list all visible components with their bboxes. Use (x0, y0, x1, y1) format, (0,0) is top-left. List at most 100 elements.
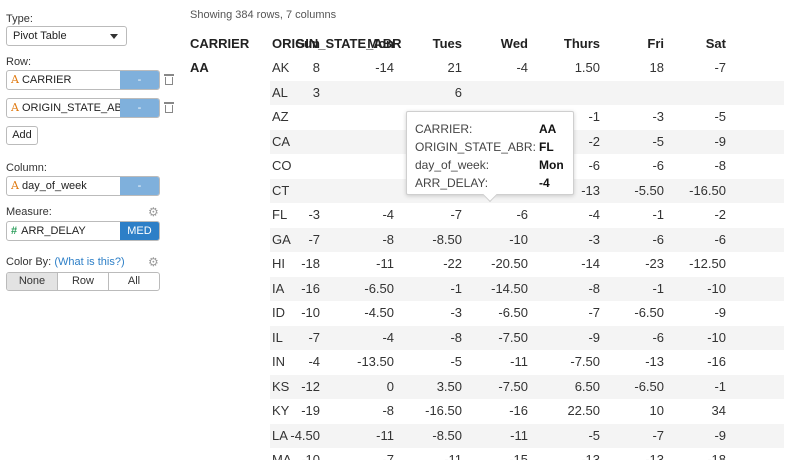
value-cell[interactable]: -11 (444, 452, 462, 460)
value-cell[interactable]: -9 (714, 305, 726, 320)
value-cell[interactable]: -6 (652, 158, 664, 173)
state-cell[interactable]: LA (272, 427, 288, 443)
value-cell[interactable]: -7.50 (498, 329, 528, 345)
value-cell[interactable]: -4 (382, 207, 394, 222)
state-cell[interactable]: CO (272, 158, 292, 173)
value-cell[interactable]: -2 (588, 133, 600, 149)
value-cell[interactable]: 8 (312, 60, 320, 75)
what-is-this-link[interactable]: (What is this?) (54, 256, 125, 268)
value-cell[interactable]: -1 (652, 280, 664, 296)
value-cell[interactable]: -4.50 (364, 305, 394, 320)
value-cell[interactable]: -19 (301, 403, 320, 418)
row-field-remove-button[interactable]: - (120, 71, 159, 89)
value-cell[interactable]: -11 (376, 256, 394, 271)
state-cell[interactable]: IN (272, 354, 285, 369)
value-cell[interactable]: -12 (301, 378, 320, 394)
value-cell[interactable]: -22 (443, 256, 462, 271)
value-cell[interactable]: -13 (581, 182, 600, 198)
state-cell[interactable]: FL (272, 207, 288, 222)
value-cell[interactable]: -7 (450, 207, 462, 222)
value-cell[interactable]: 10 (649, 403, 664, 418)
value-cell[interactable]: -9 (714, 427, 726, 443)
value-cell[interactable]: -4 (308, 354, 320, 369)
state-cell[interactable]: CT (272, 182, 290, 198)
value-cell[interactable]: 21 (447, 60, 462, 75)
value-cell[interactable]: -8.50 (432, 231, 462, 247)
value-cell[interactable]: -6 (714, 231, 726, 247)
value-cell[interactable]: -8 (714, 158, 726, 173)
column-header[interactable]: Wed (500, 36, 528, 51)
column-header[interactable]: Fri (647, 36, 664, 51)
value-cell[interactable]: -12.50 (689, 256, 726, 271)
column-header[interactable]: Sat (705, 36, 726, 51)
color-by-all[interactable]: All (127, 275, 141, 287)
column-header[interactable]: Thurs (563, 36, 600, 51)
row-field-origin-state[interactable]: A ORIGIN_STATE_ABR - (6, 98, 160, 118)
value-cell[interactable]: -10 (301, 305, 320, 320)
value-cell[interactable]: -7 (308, 329, 320, 345)
value-cell[interactable]: -5 (652, 133, 664, 149)
value-cell[interactable]: 0 (386, 378, 394, 394)
column-header[interactable]: Tues (432, 36, 462, 51)
value-cell[interactable]: -11 (510, 427, 528, 443)
value-cell[interactable]: 22.50 (567, 403, 600, 418)
value-cell[interactable]: 3.50 (436, 378, 462, 394)
value-cell[interactable]: -2 (714, 207, 726, 222)
value-cell[interactable]: -1 (652, 207, 664, 222)
state-cell[interactable]: KY (272, 403, 290, 418)
type-select[interactable]: Pivot Table (6, 26, 127, 46)
trash-icon[interactable] (164, 102, 174, 113)
state-cell[interactable]: CA (272, 133, 291, 149)
color-by-none[interactable]: None (7, 273, 58, 290)
value-cell[interactable]: -18 (707, 452, 726, 460)
column-header[interactable]: Sun (295, 36, 320, 51)
value-cell[interactable]: -7 (588, 305, 600, 320)
value-cell[interactable]: -13 (645, 354, 664, 369)
state-cell[interactable]: AK (272, 60, 290, 75)
value-cell[interactable]: -6.50 (364, 280, 394, 296)
value-cell[interactable]: -9 (588, 329, 600, 345)
gear-icon[interactable]: ⚙ (148, 255, 159, 269)
value-cell[interactable]: -7.50 (498, 378, 528, 394)
state-cell[interactable]: AL (272, 84, 288, 100)
value-cell[interactable]: -4.50 (290, 427, 320, 443)
value-cell[interactable]: -4 (382, 329, 394, 345)
value-cell[interactable]: -14 (375, 60, 394, 75)
value-cell[interactable]: 6.50 (574, 378, 600, 394)
row-field-carrier[interactable]: A CARRIER - (6, 70, 160, 90)
value-cell[interactable]: -11 (376, 427, 394, 443)
column-header[interactable]: ORIGIN_STATE_ABR (272, 36, 402, 51)
column-header[interactable]: Mon (367, 36, 394, 51)
state-cell[interactable]: HI (272, 256, 285, 271)
value-cell[interactable]: 1.50 (574, 60, 600, 75)
value-cell[interactable]: 18 (649, 60, 664, 75)
value-cell[interactable]: -5.50 (634, 182, 664, 198)
value-cell[interactable]: -9 (714, 133, 726, 149)
value-cell[interactable]: -8.50 (432, 427, 462, 443)
value-cell[interactable]: -23 (645, 256, 664, 271)
gear-icon[interactable]: ⚙ (148, 205, 159, 219)
value-cell[interactable]: -1 (714, 378, 726, 394)
value-cell[interactable]: -16.50 (425, 403, 462, 418)
value-cell[interactable]: -6 (516, 207, 528, 222)
state-cell[interactable]: MA (272, 452, 292, 460)
value-cell[interactable]: -15 (509, 452, 528, 460)
value-cell[interactable]: -8 (588, 280, 600, 296)
value-cell[interactable]: -5 (588, 427, 600, 443)
value-cell[interactable]: -8 (382, 231, 394, 247)
value-cell[interactable]: -7 (382, 452, 394, 460)
value-cell[interactable]: -3 (652, 109, 664, 124)
value-cell[interactable]: -11 (510, 354, 528, 369)
value-cell[interactable]: -13 (645, 452, 664, 460)
trash-icon[interactable] (164, 74, 174, 85)
value-cell[interactable]: -7 (714, 60, 726, 75)
value-cell[interactable]: 3 (312, 84, 320, 100)
value-cell[interactable]: -6.50 (498, 305, 528, 320)
value-cell[interactable]: 6 (454, 84, 462, 100)
state-cell[interactable]: AZ (272, 109, 289, 124)
state-cell[interactable]: IL (272, 329, 283, 345)
value-cell[interactable]: -3 (450, 305, 462, 320)
value-cell[interactable]: -16 (301, 280, 320, 296)
value-cell[interactable]: -16 (707, 354, 726, 369)
value-cell[interactable]: -3 (308, 207, 320, 222)
